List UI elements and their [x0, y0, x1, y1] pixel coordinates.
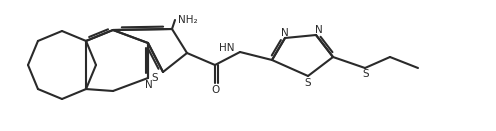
Text: N: N	[145, 80, 153, 90]
Text: N: N	[281, 28, 289, 38]
Text: HN: HN	[220, 43, 235, 53]
Text: S: S	[363, 69, 370, 79]
Text: S: S	[151, 73, 158, 83]
Text: S: S	[305, 78, 311, 88]
Text: O: O	[211, 85, 219, 95]
Text: N: N	[315, 25, 323, 35]
Text: NH₂: NH₂	[178, 15, 197, 25]
